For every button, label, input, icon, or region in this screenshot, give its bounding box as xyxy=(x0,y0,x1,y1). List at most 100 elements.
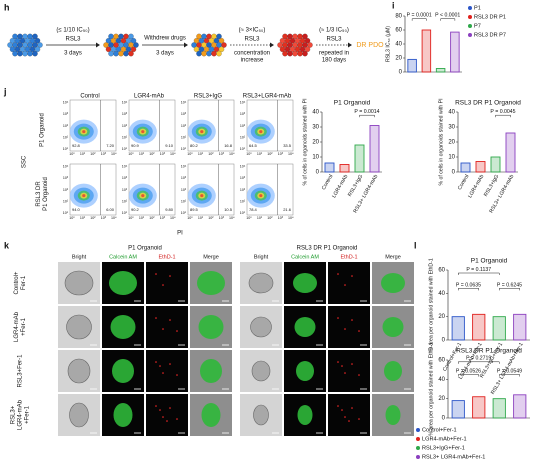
bar xyxy=(475,161,486,173)
tick-label: 10³ xyxy=(63,176,69,180)
dead-cell xyxy=(351,407,353,409)
bar xyxy=(505,132,516,173)
p-value: P < 0.0001 xyxy=(435,13,460,19)
p-value: P = 0.0549 xyxy=(497,368,522,374)
dead-cell xyxy=(162,372,164,374)
dead-cell xyxy=(155,273,157,275)
tick-label: 10² xyxy=(149,216,155,220)
tick-label: 10¹ xyxy=(122,199,128,203)
arrow-head xyxy=(270,42,274,48)
label: 3 days xyxy=(64,51,82,57)
tick-label: 10² xyxy=(90,152,96,156)
p-value: P = 0.0635 xyxy=(456,282,481,288)
organoid xyxy=(297,405,313,425)
gate-value: 33.5 xyxy=(283,143,292,148)
bar xyxy=(451,400,465,419)
tick-label: 10⁰ xyxy=(181,211,187,215)
y-axis-label: RSL3 IC₅₀ (μM) xyxy=(385,26,391,62)
tick-label: 10² xyxy=(267,216,273,220)
significance-bracket xyxy=(499,374,520,377)
chart-title: RSL3 DR P1 Organoid xyxy=(455,100,521,107)
legend-marker xyxy=(468,6,472,10)
bar xyxy=(472,396,486,419)
significance-bracket xyxy=(495,114,511,118)
tick-label: 10¹ xyxy=(139,152,145,156)
dead-cell xyxy=(155,361,157,363)
label: (≤ 1/10 IC₅₀) xyxy=(56,28,89,34)
cell xyxy=(128,33,134,40)
tick-label: 10⁰ xyxy=(240,147,246,151)
tick-label: 10¹ xyxy=(181,135,187,139)
organoid xyxy=(385,405,401,425)
cell xyxy=(218,46,225,53)
tick-label: 10³ xyxy=(278,152,284,156)
cell xyxy=(32,33,38,40)
tick-label: 10⁰ xyxy=(187,152,193,156)
cell xyxy=(216,33,222,40)
cell xyxy=(206,50,212,57)
dead-cell xyxy=(344,372,346,374)
tick-label: 10⁰ xyxy=(69,152,75,156)
tick-label: 10² xyxy=(181,188,187,192)
tick-label: 10² xyxy=(240,124,246,128)
tick-label: 10⁴ xyxy=(229,152,235,156)
dead-cell xyxy=(351,319,353,321)
channel-header: EthD-1 xyxy=(340,254,357,260)
micrograph xyxy=(146,394,188,436)
dead-cell xyxy=(155,317,157,319)
dead-cell xyxy=(337,405,339,407)
panel-label: j xyxy=(3,86,7,96)
cell xyxy=(302,50,308,57)
tick-label: 10¹ xyxy=(257,152,263,156)
dead-cell xyxy=(155,405,157,407)
organoid xyxy=(198,315,224,339)
significance-bracket xyxy=(499,288,520,291)
cell xyxy=(113,50,119,57)
dead-cell xyxy=(169,275,171,277)
flow-density xyxy=(259,194,263,198)
panel-label: k xyxy=(4,240,10,250)
dead-cell xyxy=(351,363,353,365)
cell xyxy=(216,50,222,57)
row-label: RSL3 DR xyxy=(36,181,42,207)
organoid xyxy=(384,361,402,381)
micrograph xyxy=(328,394,370,436)
tick-label: 10² xyxy=(181,124,187,128)
legend-marker xyxy=(468,24,472,28)
dead-cell xyxy=(344,284,346,286)
cell xyxy=(22,50,28,57)
gate-value: 16.8 xyxy=(224,143,233,148)
tick-label: 10³ xyxy=(278,216,284,220)
y-axis-label: % of cells in organoids stained with PI xyxy=(438,98,444,185)
bar xyxy=(460,162,471,173)
cell xyxy=(218,38,225,44)
group-title: P1 Organoid xyxy=(128,246,162,252)
tick-label: 10⁴ xyxy=(240,165,246,169)
axis-label: PI xyxy=(177,231,183,237)
y-tick-label: 60 xyxy=(395,28,402,34)
tick-label: 10⁰ xyxy=(246,216,252,220)
group-title: RSL3 DR P1 Organoid xyxy=(297,246,358,252)
y-tick-label: 60 xyxy=(438,358,445,364)
dead-cell xyxy=(337,273,339,275)
gate-value: 80.2 xyxy=(190,143,199,148)
bar xyxy=(324,162,335,173)
tick-label: 10² xyxy=(122,124,128,128)
row-label: P1 Organoid xyxy=(43,177,49,211)
cell xyxy=(128,50,134,57)
bar xyxy=(369,125,380,173)
cell xyxy=(302,33,308,40)
tick-label: 10¹ xyxy=(139,216,145,220)
significance-bracket xyxy=(458,288,479,291)
y-tick-label: 40 xyxy=(438,291,445,297)
organoid xyxy=(251,360,271,382)
legend-marker xyxy=(416,446,420,450)
tick-label: 10⁴ xyxy=(288,152,294,156)
flow-density xyxy=(200,130,204,134)
tick-label: 10¹ xyxy=(122,135,128,139)
flow-density xyxy=(82,194,86,198)
label: RSL3 xyxy=(244,37,260,43)
tick-label: 10¹ xyxy=(240,135,246,139)
tick-label: 10⁴ xyxy=(63,165,69,169)
dead-cell xyxy=(176,418,178,420)
